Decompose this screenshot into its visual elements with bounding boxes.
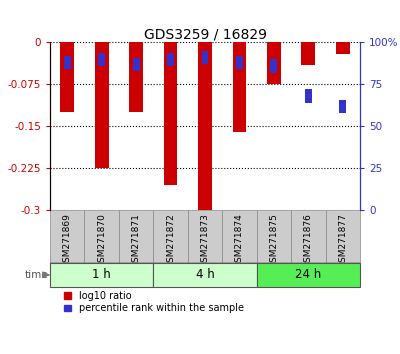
Bar [222, 210, 257, 263]
Text: GSM271869: GSM271869 [63, 213, 72, 268]
Bar [133, 58, 140, 71]
Bar [84, 210, 119, 263]
Text: GSM271877: GSM271877 [338, 213, 347, 268]
Bar [202, 51, 208, 64]
Bar [188, 210, 222, 263]
Text: time: time [25, 270, 48, 280]
Bar [60, 42, 74, 112]
Text: GSM271870: GSM271870 [97, 213, 106, 268]
Bar [236, 56, 243, 69]
Bar [198, 42, 212, 213]
Text: 24 h: 24 h [295, 268, 322, 281]
Text: GSM271874: GSM271874 [235, 213, 244, 268]
Text: GSM271876: GSM271876 [304, 213, 313, 268]
Text: 4 h: 4 h [196, 268, 214, 281]
Bar [336, 42, 350, 54]
Bar [339, 99, 346, 113]
Bar [95, 42, 108, 168]
Bar [326, 210, 360, 263]
Bar [153, 210, 188, 263]
Bar [305, 90, 312, 103]
Bar [270, 59, 277, 73]
Bar [291, 210, 326, 263]
Bar [153, 263, 257, 287]
Bar [98, 52, 105, 66]
Title: GDS3259 / 16829: GDS3259 / 16829 [144, 27, 266, 41]
Bar [167, 52, 174, 66]
Bar [302, 42, 315, 65]
Text: 1 h: 1 h [92, 268, 111, 281]
Bar [257, 263, 360, 287]
Bar [267, 42, 281, 84]
Text: GSM271873: GSM271873 [200, 213, 210, 268]
Text: GSM271875: GSM271875 [269, 213, 278, 268]
Bar [232, 42, 246, 132]
Bar [50, 263, 153, 287]
Bar [119, 210, 153, 263]
Bar [50, 210, 84, 263]
Text: GSM271872: GSM271872 [166, 213, 175, 268]
Bar [129, 42, 143, 112]
Bar [257, 210, 291, 263]
Bar [64, 56, 71, 69]
Bar [164, 42, 178, 185]
Legend: log10 ratio, percentile rank within the sample: log10 ratio, percentile rank within the … [64, 291, 244, 314]
Text: GSM271871: GSM271871 [132, 213, 141, 268]
